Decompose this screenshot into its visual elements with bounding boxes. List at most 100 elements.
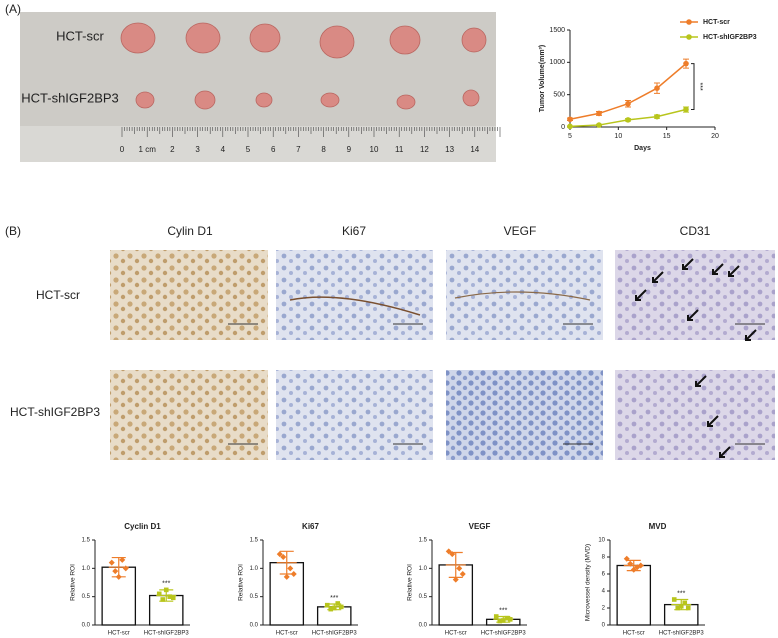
data-point [497,618,503,624]
y-tick-label: 0.0 [250,623,259,629]
ruler-label: 4 [221,145,226,154]
data-point [280,554,287,560]
y-tick-label: 1000 [549,59,565,66]
data-point [675,605,681,611]
marker [654,113,660,120]
data-point [459,571,466,577]
ruler-label: 9 [347,145,352,154]
legend-marker [686,19,692,25]
x-tick-label: 20 [711,133,719,140]
x-tick-label: HCT-scr [276,631,298,637]
x-tick-label: HCT-shIGF2BP3 [659,631,705,637]
marker [567,123,573,130]
data-point [338,604,344,610]
ruler-label: 6 [271,145,276,154]
marker [683,60,689,67]
y-axis-label: Relative ROI [238,564,245,601]
row-label: HCT-shIGF2BP3 [21,90,119,105]
data-point [167,594,173,599]
ruler-label: 12 [420,145,429,154]
x-axis-label: Days [634,145,651,152]
row-label: HCT-shIGF2BP3 [10,405,100,419]
ruler-label: 0 [120,145,125,154]
data-point [493,614,499,619]
y-tick-label: 6 [602,572,606,578]
legend-label: HCT-shIGF2BP3 [703,34,757,41]
data-point [331,605,337,611]
marker [596,122,602,128]
ruler-label: 10 [370,145,379,154]
marker [625,100,631,107]
annotation: *** [330,595,338,602]
ruler-label: 14 [470,145,479,154]
data-point [276,551,283,558]
chart-title: Ki67 [302,522,319,531]
ruler-label: 7 [296,145,301,154]
y-axis-label: Microvessel density (MVD) [585,544,592,621]
ruler-label: 5 [246,145,251,154]
y-tick-label: 0.5 [82,594,91,600]
marker [683,106,689,113]
x-tick-label: HCT-scr [623,631,645,637]
data-point [456,565,463,572]
marker [596,110,602,117]
ruler-label: 3 [195,145,200,154]
y-tick-label: 1.0 [250,566,259,572]
data-point [637,562,644,569]
x-tick-label: HCT-shIGF2BP3 [144,631,190,637]
marker [567,116,573,123]
y-tick-label: 0 [602,623,606,629]
data-point [627,560,634,567]
y-tick-label: 10 [598,538,605,544]
panel-label: (A) [5,2,21,16]
y-axis-label: Relative ROI [407,564,414,601]
chart-title: MVD [649,522,667,531]
y-tick-label: 8 [602,555,606,561]
data-point [160,597,166,602]
column-label: Ki67 [342,224,366,238]
error-bar [445,551,466,578]
ihc-images [110,250,775,460]
y-tick-label: 1.5 [82,538,91,544]
data-point [452,576,459,583]
ruler-label: 1 cm [139,145,157,154]
data-point [324,602,330,608]
data-point [671,597,677,602]
row-label: HCT-scr [36,288,80,302]
y-tick-label: 2 [602,606,606,612]
annotation: *** [696,82,703,90]
data-point [328,606,334,612]
marker [625,117,631,123]
data-point [335,601,341,606]
x-tick-label: HCT-scr [108,631,130,637]
y-tick-label: 1.5 [419,538,428,544]
y-tick-label: 0 [561,124,565,131]
data-point [685,605,691,611]
column-label: CD31 [680,224,711,238]
error-bar [276,550,297,575]
data-point [170,595,176,601]
ruler [20,126,496,162]
column-label: VEGF [504,224,537,238]
data-point [119,556,126,563]
data-point [163,587,169,593]
y-axis-label: Relative ROI [70,564,77,601]
data-point [287,565,294,572]
data-point [630,566,637,573]
data-point [115,573,122,580]
x-tick-label: 10 [614,133,622,140]
data-point [108,559,115,566]
y-tick-label: 0.0 [82,623,91,629]
ruler-label: 8 [321,145,326,154]
y-tick-label: 4 [602,589,606,595]
marker [654,85,660,91]
panel-label: (B) [5,224,21,238]
ruler-label: 13 [445,145,454,154]
data-point [122,565,129,572]
x-tick-label: 5 [568,133,572,140]
data-point [445,548,452,555]
y-axis-label: Tumor Volume(mm³) [539,45,546,112]
y-tick-label: 1500 [549,27,565,34]
x-tick-label: 15 [663,133,671,140]
